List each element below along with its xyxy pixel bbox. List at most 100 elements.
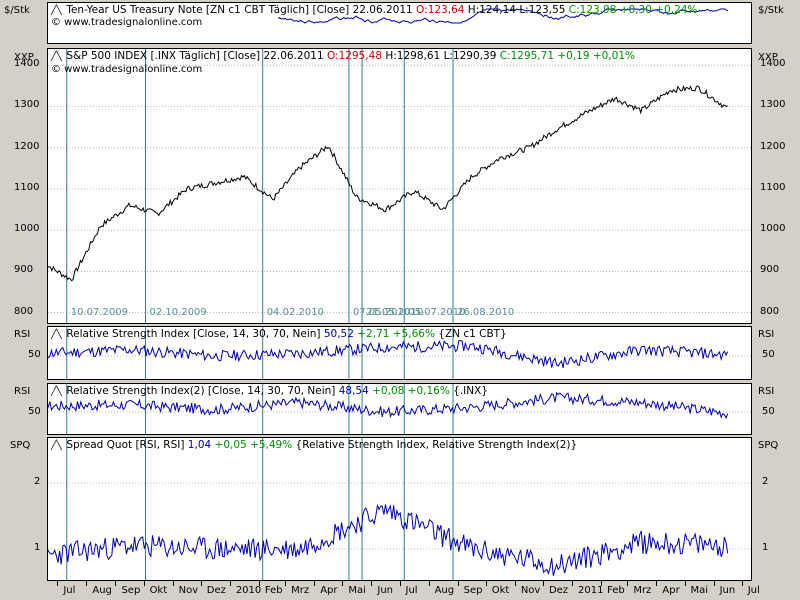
spread-panel[interactable]: ╱╲ Spread Quot [RSI, RSI] 1,04 +0,05 +5,…	[47, 437, 752, 581]
sp500-open: O:1295,48	[326, 50, 383, 62]
x-axis-month-label: Sep	[121, 585, 141, 596]
sp500-close: C:1295,71 +0,19 +0,01%	[499, 50, 636, 62]
sp500-tick-label: 1000	[14, 223, 40, 235]
x-axis-month-label: 2010	[235, 585, 262, 596]
x-axis-tick	[342, 581, 344, 586]
x-axis-tick	[57, 581, 59, 586]
x-axis-month-label: Dez	[548, 585, 569, 596]
sp500-tick-label: 1200	[14, 140, 40, 152]
sp500-high: H:1298,61	[385, 50, 441, 62]
spread-header: ╱╲ Spread Quot [RSI, RSI] 1,04 +0,05 +5,…	[51, 439, 577, 451]
sp500-date: 22.06.2011	[263, 50, 324, 62]
sp500-unit-right: XXP	[758, 52, 778, 63]
x-axis-tick	[115, 581, 117, 586]
sp500-header: ╱╲ S&P 500 INDEX [.INX Täglich] [Close] …	[51, 50, 635, 62]
sp500-tick-label: 1300	[760, 99, 786, 111]
spread-tick-label: 1	[34, 542, 41, 553]
rsi2-title: Relative Strength Index(2) [Close, 14, 3…	[66, 385, 336, 397]
rsi1-change: +2,71 +5,66%	[357, 328, 435, 340]
sp500-panel[interactable]: ╱╲ S&P 500 INDEX [.INX Täglich] [Close] …	[47, 48, 752, 324]
rsi2-unit-right: RSI	[758, 386, 775, 397]
rsi2-chart-svg	[48, 384, 751, 434]
rsi1-tick-right: 50	[762, 349, 775, 360]
x-axis-tick	[514, 581, 516, 586]
treasury-unit-right: $/Stk	[758, 5, 784, 16]
rsi2-source: {.INX}	[453, 385, 488, 397]
line-chart-icon: ╱╲	[51, 441, 62, 451]
x-axis-tick	[572, 581, 573, 586]
sp500-tick-label: 1300	[14, 99, 40, 111]
rsi1-panel[interactable]: ╱╲ Relative Strength Index [Close, 14, 3…	[47, 326, 752, 380]
marker-date-label: 21.05.2010	[366, 307, 424, 318]
x-axis-tick	[200, 581, 202, 586]
sp500-tick-label: 900	[760, 264, 780, 276]
rsi2-change: +0,08 +0,16%	[372, 385, 450, 397]
x-axis-tick	[172, 581, 174, 586]
sp500-tick-label: 800	[14, 305, 34, 317]
rsi1-value: 50,52	[323, 328, 354, 340]
x-axis-month-label: Jul	[747, 585, 760, 596]
rsi2-panel[interactable]: ╱╲ Relative Strength Index(2) [Close, 14…	[47, 383, 752, 435]
spread-tick-label: 2	[762, 476, 769, 487]
x-axis-tick	[314, 581, 316, 586]
sp500-price-line	[48, 84, 728, 282]
rsi1-unit-right: RSI	[758, 329, 775, 340]
x-axis-month-label: Nov	[520, 585, 541, 596]
marker-date-label: 02.10.2009	[149, 307, 207, 318]
sp500-tick-label: 1100	[14, 181, 40, 193]
x-axis-month-label: Okt	[149, 585, 168, 596]
x-axis-tick	[542, 581, 544, 586]
treasury-unit-left: $/Stk	[4, 5, 30, 16]
x-axis-tick	[86, 581, 88, 586]
spread-tick-label: 1	[762, 542, 769, 553]
spread-line	[48, 503, 729, 576]
x-axis-month-label: Jul	[63, 585, 76, 596]
rsi1-chart-svg	[48, 327, 751, 379]
marker-date-label: 07.05.2010	[352, 307, 411, 318]
marker-date-label: 05.07.2010	[408, 307, 466, 318]
rsi1-header: ╱╲ Relative Strength Index [Close, 14, 3…	[51, 328, 507, 340]
spread-tick-label: 2	[34, 476, 41, 487]
sp500-chart-svg	[48, 49, 751, 323]
line-chart-icon: ╱╲	[51, 52, 62, 62]
line-chart-icon: ╱╲	[51, 6, 62, 16]
treasury-header: ╱╲ Ten-Year US Treasury Note [ZN c1 CBT …	[51, 4, 697, 16]
x-axis-tick	[143, 581, 145, 586]
treasury-chart-svg	[277, 8, 729, 24]
sp500-unit-left: XXP	[14, 52, 34, 63]
x-axis-month-label: Apr	[320, 585, 338, 596]
x-axis-month-label: Nov	[178, 585, 199, 596]
rsi2-unit-left: RSI	[14, 386, 31, 397]
x-axis-tick	[457, 581, 459, 586]
marker-date-label: 26.08.2010	[457, 307, 515, 318]
x-axis-month-label: Mai	[690, 585, 709, 596]
x-axis-tick	[428, 581, 430, 586]
spread-unit-left: SPQ	[10, 440, 31, 451]
marker-date-label: 10.07.2009	[70, 307, 129, 318]
x-axis-month-label: Apr	[662, 585, 680, 596]
sp500-tick-label: 1400	[14, 58, 40, 70]
treasury-high: H:124,14	[467, 4, 516, 16]
sp500-marker-lines	[66, 49, 454, 323]
x-axis-month-label: 2011	[578, 585, 604, 596]
x-axis-tick	[713, 581, 715, 586]
treasury-panel[interactable]: ╱╲ Ten-Year US Treasury Note [ZN c1 CBT …	[47, 2, 752, 44]
treasury-close: C:123,98 +0,30 +0,24%	[568, 4, 698, 16]
treasury-credit: © www.tradesignalonline.com	[51, 17, 203, 28]
treasury-price-line	[277, 8, 729, 24]
sp500-credit: © www.tradesignalonline.com	[51, 64, 203, 75]
spread-value: 1,04	[187, 439, 212, 451]
x-axis-tick	[371, 581, 373, 586]
x-axis-tick	[627, 581, 629, 586]
x-axis-month-label: Mrz	[291, 585, 310, 596]
rsi1-unit-left: RSI	[14, 329, 31, 340]
treasury-title: Ten-Year US Treasury Note [ZN c1 CBT Täg…	[66, 4, 350, 16]
rsi1-tick-left: 50	[28, 349, 41, 360]
x-axis-month-label: Feb	[607, 585, 625, 596]
rsi2-line	[48, 391, 729, 420]
treasury-open: O:123,64	[416, 4, 465, 16]
sp500-tick-label: 1400	[760, 58, 786, 70]
rsi2-header: ╱╲ Relative Strength Index(2) [Close, 14…	[51, 385, 488, 397]
x-axis-tick	[741, 581, 743, 586]
line-chart-icon: ╱╲	[51, 387, 62, 397]
